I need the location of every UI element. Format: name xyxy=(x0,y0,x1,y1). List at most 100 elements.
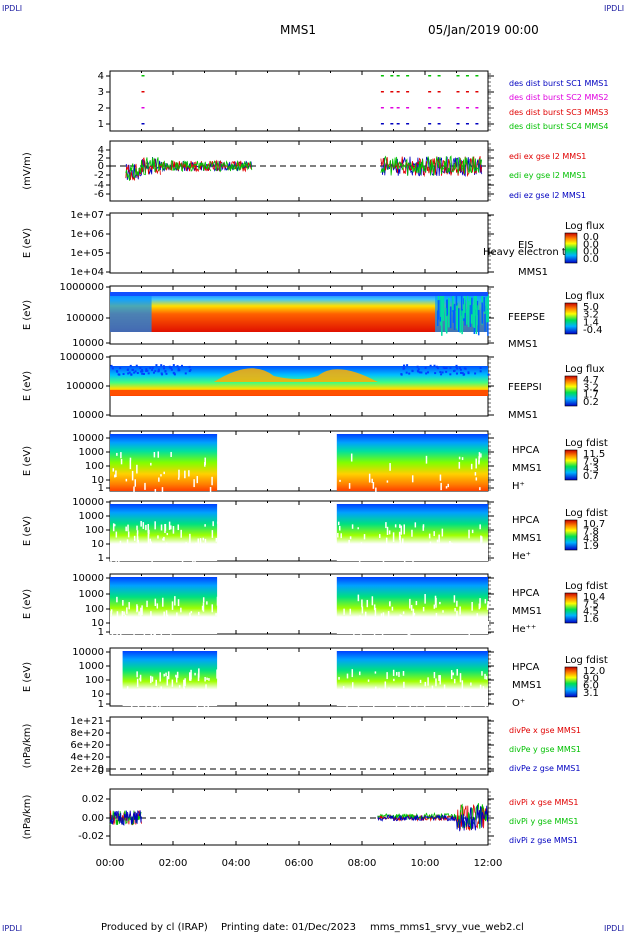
spectrogram-streak xyxy=(460,292,463,316)
burst-marker xyxy=(380,123,384,125)
spectrogram-gap xyxy=(160,686,162,692)
spectrogram-gap xyxy=(435,678,437,687)
spectrogram-gap xyxy=(153,630,155,636)
burst-marker xyxy=(396,75,400,77)
y-tick-label: 1000 xyxy=(79,661,104,672)
panel-side-label: MMS1 xyxy=(508,339,538,350)
spectrogram-streak xyxy=(469,305,472,327)
burst-marker xyxy=(437,123,441,125)
spectrogram-streak xyxy=(456,309,459,331)
spectrogram-gap xyxy=(381,551,383,560)
burst-marker xyxy=(380,75,384,77)
spectrogram-gap xyxy=(137,705,140,713)
y-axis-label: E (eV) xyxy=(22,300,33,330)
spectrogram-gap xyxy=(471,529,474,534)
spectrogram-gap xyxy=(159,702,161,710)
spectrogram-gap xyxy=(365,615,367,622)
spectrogram-top xyxy=(110,292,488,296)
spectrogram-speck xyxy=(139,367,142,370)
spectrogram-gap xyxy=(157,557,160,561)
panel-side-label: MMS1 xyxy=(512,606,542,617)
spectrogram-gap xyxy=(461,680,464,690)
spectrogram-gap xyxy=(198,668,200,678)
spectrogram-streak xyxy=(484,305,486,332)
spectrogram-gap xyxy=(164,618,167,625)
spectrogram-speck xyxy=(128,371,131,374)
spectrogram-gap xyxy=(145,524,147,531)
y-tick-label: -6 xyxy=(94,189,104,200)
colorbar-tick-label: 4.7 xyxy=(583,375,599,386)
spectrogram-gap xyxy=(372,482,375,489)
spectrogram-gap xyxy=(357,695,360,698)
spectrogram-gap xyxy=(429,541,432,544)
spectrogram-gap xyxy=(140,521,142,527)
spectrogram-gap xyxy=(441,528,444,537)
spectrogram-gap xyxy=(422,525,425,531)
spectrogram-gap xyxy=(164,699,166,705)
spectrogram-gap xyxy=(193,479,195,488)
colorbar-title: Log flux xyxy=(565,364,605,375)
spectrogram-speck xyxy=(145,368,148,371)
y-tick-label: 0 xyxy=(98,766,104,777)
legend-entry: des dist burst SC4 MMS4 xyxy=(509,122,608,131)
efield-trace xyxy=(160,160,212,173)
colorbar-tick-label: 1.7 xyxy=(583,390,599,401)
legend-entry: divPi y gse MMS1 xyxy=(509,817,578,826)
spectrogram-gap xyxy=(137,539,140,547)
spectrogram-gap xyxy=(121,547,123,551)
burst-marker xyxy=(141,75,145,77)
y-tick-label: 4e+20 xyxy=(70,752,104,763)
spectrogram-gap xyxy=(438,534,440,543)
spectrogram-gap xyxy=(166,614,169,620)
spectrogram-gap xyxy=(158,477,160,482)
spectrogram-gap xyxy=(157,451,160,458)
burst-marker xyxy=(141,107,145,109)
spectrogram-gap xyxy=(197,538,199,545)
spectrogram-gap xyxy=(177,477,180,480)
spectrogram-gap xyxy=(119,540,122,545)
spectrogram-speck xyxy=(116,370,119,373)
spectrogram-gap xyxy=(342,686,345,692)
spectrogram-gap xyxy=(207,701,209,709)
spectrogram-gap xyxy=(423,701,426,709)
spectrogram-gap xyxy=(157,622,159,631)
spectrogram-speck xyxy=(141,372,144,375)
spectrogram-gap xyxy=(136,532,139,543)
spectrogram-band xyxy=(110,434,218,491)
spectrogram-streak xyxy=(483,297,485,312)
colorbar-title: Log flux xyxy=(565,221,605,232)
spectrogram-streak xyxy=(473,311,476,328)
spectrogram-streak xyxy=(463,292,466,314)
colorbar-tick-label: -0.4 xyxy=(583,325,603,336)
spectrogram-gap xyxy=(461,457,464,461)
spectrogram-gap xyxy=(450,670,453,680)
efield-trace xyxy=(210,160,253,173)
spectrogram-gap xyxy=(151,555,153,563)
spectrogram-gap xyxy=(176,612,178,622)
spectrogram-gap xyxy=(438,691,440,695)
legend-entry: divPi x gse MMS1 xyxy=(509,798,578,807)
panel-hpca-he2: 10000 1000 100 101 E (eV) HPCA MMS1 He⁺⁺ Log fdi… xyxy=(22,573,608,642)
spectrogram-gap xyxy=(136,605,139,612)
panel-feepse: 1000000 100000 10000 E (eV) FEEPSE MMS1 Log fl… xyxy=(22,282,605,350)
spectrogram-gap xyxy=(387,611,390,618)
spectrogram-gap xyxy=(410,604,413,611)
spectrogram-gap xyxy=(192,697,195,706)
colorbar-tick-label: 4.5 xyxy=(583,607,599,618)
panel-eis: 1e+07 1e+06 1e+05 1e+04 E (eV) EIS MMS1 Heavy e… xyxy=(22,210,605,278)
spectrogram-gap xyxy=(139,674,142,682)
plot-title: MMS1 xyxy=(280,23,316,37)
spectrogram-gap xyxy=(196,624,198,632)
legend-entry: edi ez gse l2 MMS1 xyxy=(509,191,586,200)
spectrogram-gap xyxy=(445,486,448,489)
spectrogram-gap xyxy=(342,699,345,705)
spectrogram-gap xyxy=(150,630,152,636)
spectrogram-gap xyxy=(412,555,414,563)
spectrogram-speck xyxy=(459,368,462,371)
spectrogram-speck xyxy=(151,366,154,369)
overlay-label: Heavy electron to xyxy=(483,247,572,258)
colorbar-tick-label: 12.0 xyxy=(583,666,605,677)
spectrogram-speck xyxy=(145,369,148,372)
spectrogram-gap xyxy=(478,456,480,463)
burst-marker xyxy=(465,107,469,109)
